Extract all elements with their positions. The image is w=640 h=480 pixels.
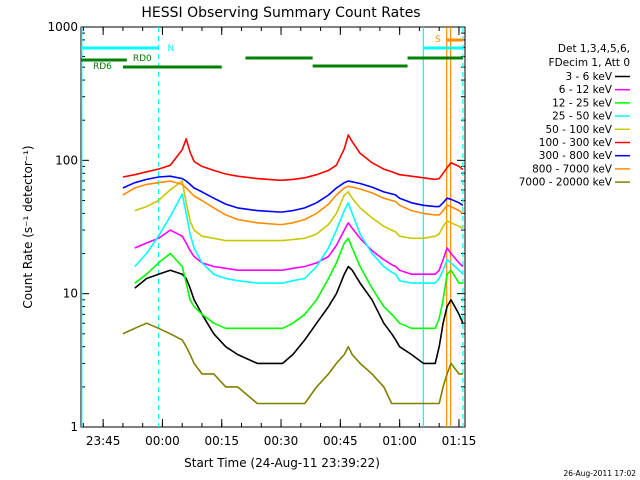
attenuator-label: N: [167, 44, 174, 54]
legend: Det 1,3,4,5,6, FDecim 1, Att 0 3 - 6 keV…: [519, 43, 630, 189]
legend-header-line-2: FDecim 1, Att 0: [549, 57, 630, 69]
legend-label: 100 - 300 keV: [539, 137, 613, 149]
legend-label: 25 - 50 keV: [552, 111, 613, 123]
chart-title: HESSI Observing Summary Count Rates: [141, 5, 420, 21]
y-tick-label: 100: [55, 153, 78, 167]
legend-label: 800 - 7000 keV: [532, 163, 613, 175]
plot-frame: [81, 27, 465, 427]
series-lines: [123, 135, 463, 404]
legend-label: 7000 - 20000 keV: [519, 177, 613, 189]
x-axis-label: Start Time (24-Aug-11 23:39:22): [184, 456, 380, 470]
y-axis-label: Count Rate (s⁻¹ detector⁻¹): [21, 145, 35, 308]
segment-label: RD6: [93, 62, 112, 72]
x-tick-label: 23:45: [86, 434, 121, 448]
legend-label: 300 - 800 keV: [539, 150, 613, 162]
legend-label: 3 - 6 keV: [565, 71, 612, 83]
segment-markers: N RD0 RD6 S: [81, 35, 463, 72]
series-line: [123, 135, 463, 180]
x-tick-label: 01:00: [382, 434, 417, 448]
x-tick-label: 00:00: [145, 434, 180, 448]
x-tick-label: 00:45: [323, 434, 358, 448]
axis-ticks: 23:45 00:00 00:15 00:30 00:45 01:00 01:15 1 10 10…: [47, 20, 476, 448]
legend-label: 6 - 12 keV: [559, 84, 613, 96]
legend-label: 50 - 100 keV: [545, 124, 612, 136]
segment-label: RD0: [133, 54, 152, 64]
x-tick-label: 00:15: [204, 434, 239, 448]
series-line: [135, 223, 463, 274]
x-tick-label: 01:15: [442, 434, 477, 448]
y-tick-label: 10: [63, 287, 78, 301]
series-line: [135, 267, 463, 364]
y-tick-label: 1000: [47, 20, 78, 34]
series-line: [123, 323, 463, 403]
legend-label: 12 - 25 keV: [552, 97, 613, 109]
legend-header-line-1: Det 1,3,4,5,6,: [558, 43, 630, 55]
event-lines: [82, 27, 463, 427]
y-tick-label: 1: [70, 420, 78, 434]
x-tick-label: 00:30: [264, 434, 299, 448]
timestamp: 26-Aug-2011 17:02: [563, 469, 636, 478]
s-marker-label: S: [435, 35, 441, 45]
chart: HESSI Observing Summary Count Rates 23:4…: [0, 0, 640, 480]
